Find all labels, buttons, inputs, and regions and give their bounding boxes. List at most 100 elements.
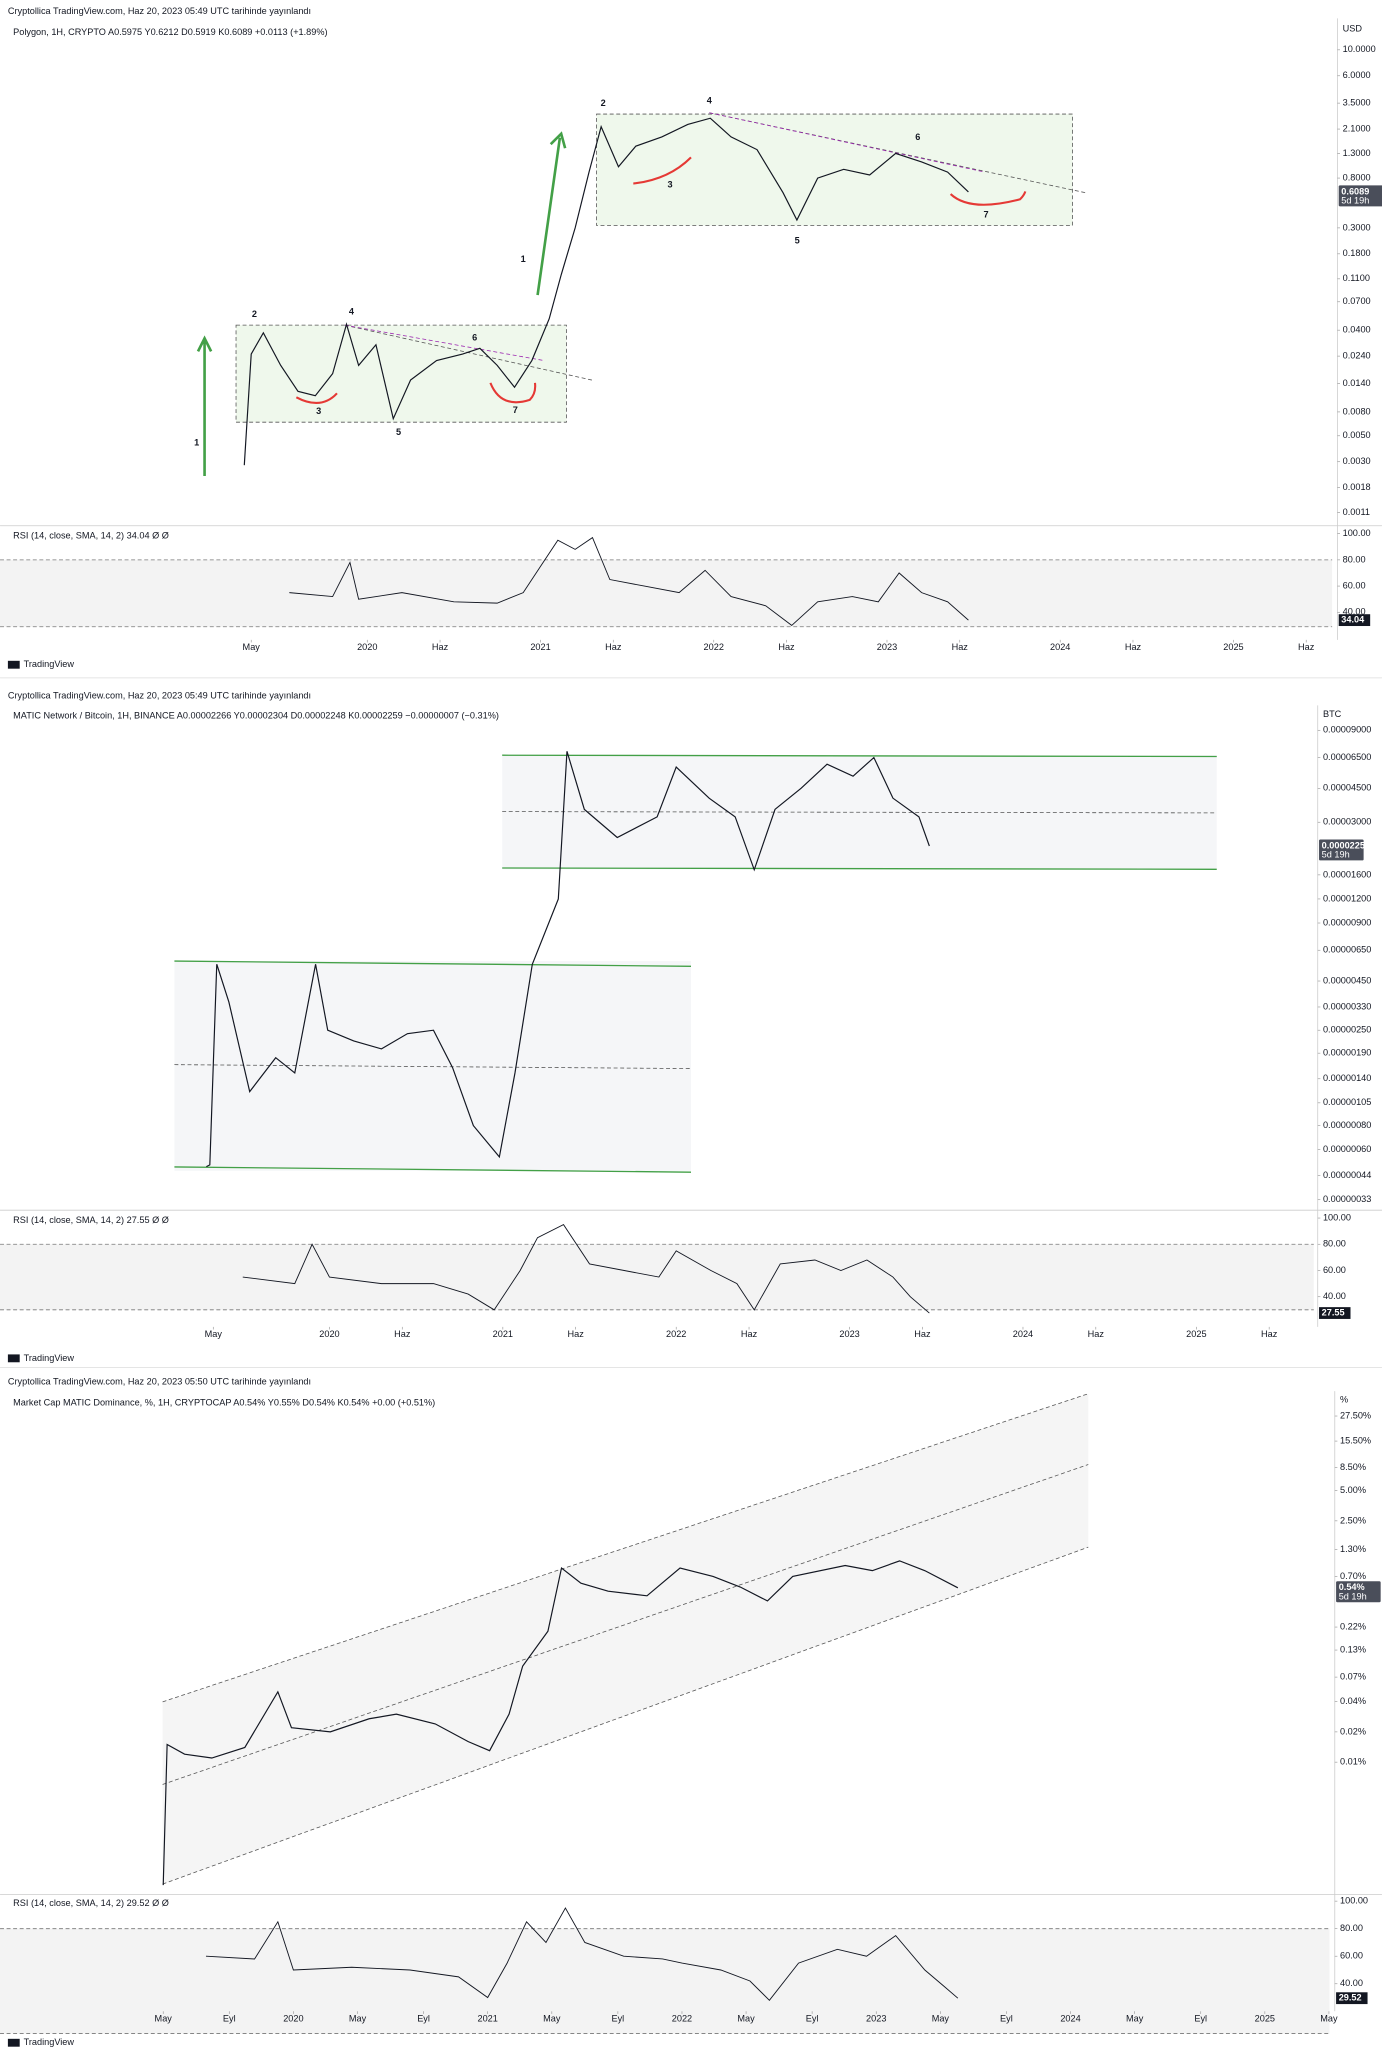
y-tick-label: 0.04% — [1340, 1696, 1366, 1706]
x-tick-label: May — [737, 2014, 755, 2024]
y-tick-label: 0.00009000 — [1323, 725, 1371, 735]
y-tick-label: 0.0400 — [1343, 325, 1371, 335]
x-tick-label: 2025 — [1255, 2014, 1275, 2024]
range-box — [174, 961, 691, 1171]
last-price: 0.6089 — [1341, 186, 1369, 196]
y-tick-label: 0.00000080 — [1323, 1120, 1371, 1130]
y-tick-label: 0.0700 — [1343, 296, 1371, 306]
wave-label: 3 — [316, 406, 321, 416]
rsi-line — [289, 536, 969, 627]
rsi-tick-label: 80.00 — [1340, 1923, 1363, 1933]
trend-line — [344, 324, 593, 381]
header: Cryptollica TradingView.com, Haz 20, 202… — [8, 691, 311, 701]
x-tick-label: Eyl — [806, 2014, 819, 2024]
channel-line — [502, 754, 1217, 758]
rsi-last: 27.55 — [1322, 1307, 1345, 1317]
x-tick-label: 2024 — [1060, 2014, 1080, 2024]
rsi-tick-label: 40.00 — [1343, 607, 1366, 617]
price-line — [243, 117, 969, 466]
rsi-tick-label: 60.00 — [1343, 581, 1366, 591]
x-tick-label: Haz — [1088, 1329, 1105, 1339]
x-tick-label: Haz — [1298, 642, 1315, 652]
x-tick-label: Haz — [778, 642, 795, 652]
unit-label: USD — [1343, 23, 1363, 33]
y-tick-label: 0.0140 — [1343, 378, 1371, 388]
rsi-tick-label: 60.00 — [1340, 1951, 1363, 1961]
unit-label: BTC — [1323, 709, 1342, 719]
header: Cryptollica TradingView.com, Haz 20, 202… — [8, 6, 311, 16]
logo-mark — [7, 1354, 20, 1363]
header: Cryptollica TradingView.com, Haz 20, 202… — [8, 1376, 311, 1386]
last-price-box — [1336, 1581, 1381, 1603]
x-tick-label: 2021 — [530, 642, 550, 652]
last-price: 0.54% — [1339, 1582, 1365, 1592]
x-tick-label: May — [155, 2014, 173, 2024]
wave-label: 2 — [252, 309, 257, 319]
rsi-tick-label: 80.00 — [1343, 554, 1366, 564]
rsi-tick-label: 100.00 — [1323, 1212, 1351, 1222]
rsi-tick-label: 40.00 — [1340, 1978, 1363, 1988]
channel-line — [174, 1166, 692, 1173]
x-tick-label: 2024 — [1013, 1329, 1033, 1339]
y-tick-label: 1.3000 — [1343, 148, 1371, 158]
wave-label: 5 — [795, 236, 800, 246]
decorations — [0, 112, 1382, 2034]
y-tick-label: 0.00000330 — [1323, 1001, 1371, 1011]
rsi-last-box — [1336, 1992, 1368, 2005]
x-tick-label: 2022 — [672, 2014, 692, 2024]
x-tick-label: Eyl — [1194, 2014, 1207, 2024]
rsi-tick-label: 100.00 — [1343, 528, 1371, 538]
y-tick-label: 0.1100 — [1343, 273, 1370, 283]
arrow — [196, 335, 213, 476]
footer-logo: TradingView — [24, 659, 75, 669]
y-tick-label: 0.0240 — [1343, 351, 1371, 361]
y-tick-label: 0.00000044 — [1323, 1170, 1371, 1180]
x-tick-label: 2021 — [493, 1329, 513, 1339]
y-tick-label: 8.50% — [1340, 1462, 1366, 1472]
x-tick-label: Eyl — [223, 2014, 236, 2024]
footer-logo: TradingView — [24, 2037, 75, 2047]
x-tick-label: May — [1126, 2014, 1144, 2024]
rsi-tick-label: 40.00 — [1323, 1291, 1346, 1301]
y-tick-label: 0.0011 — [1343, 507, 1370, 517]
last-price-box — [1338, 185, 1382, 207]
channel-mid — [502, 811, 1217, 814]
x-tick-label: Eyl — [1000, 2014, 1013, 2024]
wave-label: 5 — [396, 427, 401, 437]
y-tick-label: 0.00001200 — [1323, 893, 1371, 903]
y-tick-label: 10.0000 — [1343, 44, 1376, 54]
wave-label: 7 — [513, 405, 518, 415]
wave-label: 2 — [601, 98, 606, 108]
x-tick-label: Haz — [914, 1329, 931, 1339]
y-tick-label: 0.00004500 — [1323, 783, 1371, 793]
instrument-info: Market Cap MATIC Dominance, %, 1H, CRYPT… — [13, 1397, 435, 1407]
price-line — [162, 1560, 959, 1886]
instrument-info: MATIC Network / Bitcoin, 1H, BINANCE A0.… — [13, 710, 499, 720]
y-tick-label: 0.00000650 — [1323, 945, 1371, 955]
x-tick-label: Haz — [568, 1329, 585, 1339]
x-tick-label: Haz — [741, 1329, 758, 1339]
x-tick-label: May — [932, 2014, 950, 2024]
rsi-band — [0, 559, 1333, 627]
wave-label: 4 — [349, 306, 355, 316]
x-tick-label: Eyl — [611, 2014, 624, 2024]
x-tick-label: May — [205, 1329, 223, 1339]
y-tick-label: 0.00000190 — [1323, 1048, 1371, 1058]
trend-line — [344, 324, 545, 361]
rsi-line — [242, 1224, 930, 1314]
y-tick-label: 0.00000140 — [1323, 1073, 1371, 1083]
y-tick-label: 0.3000 — [1343, 222, 1371, 232]
last-price: 0.00002259 — [1322, 840, 1370, 850]
rsi-title: RSI (14, close, SMA, 14, 2) 27.55 Ø Ø — [13, 1215, 169, 1225]
rsi-last: 29.52 — [1339, 1993, 1362, 2003]
x-tick-label: 2021 — [477, 2014, 497, 2024]
x-tick-label: 2025 — [1223, 642, 1243, 652]
wave-label: 1 — [194, 438, 199, 448]
channel-line — [502, 867, 1217, 870]
y-tick-label: 0.22% — [1340, 1621, 1366, 1631]
x-tick-label: 2025 — [1186, 1329, 1206, 1339]
rsi-last-box — [1319, 1307, 1351, 1319]
countdown: 5d 19h — [1339, 1591, 1367, 1601]
channel-mid — [174, 1064, 692, 1069]
x-tick-label: 2022 — [704, 642, 724, 652]
